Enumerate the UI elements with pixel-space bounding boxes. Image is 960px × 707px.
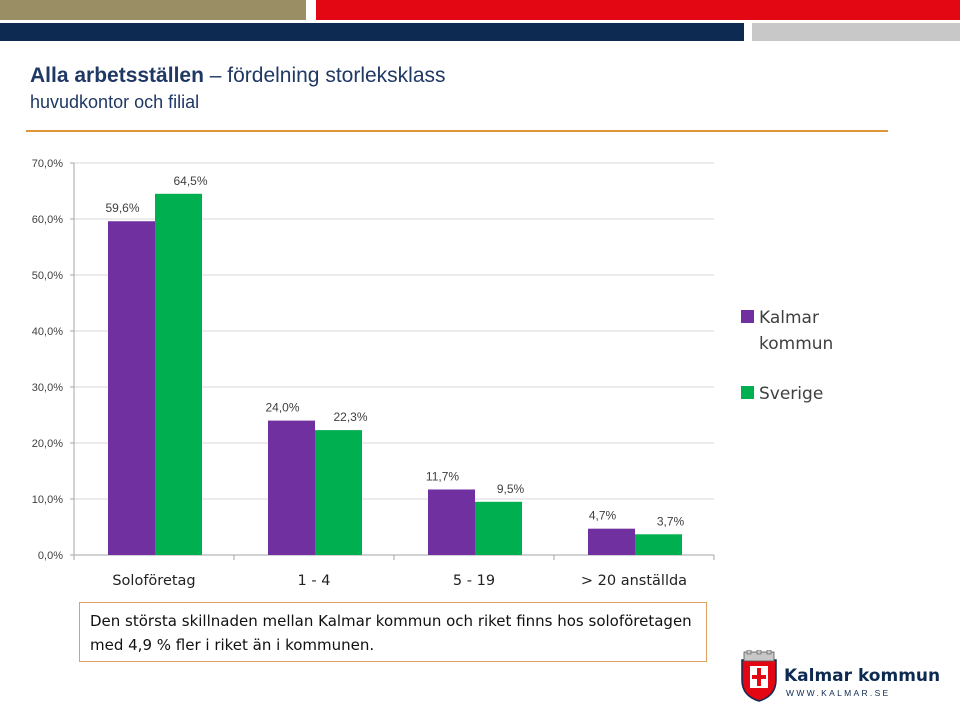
legend-swatch-kalmar — [741, 310, 754, 323]
y-tick-label: 20,0% — [32, 438, 63, 450]
data-label: 59,6% — [105, 201, 139, 215]
title-bold: Alla arbetsställen — [30, 64, 204, 87]
y-tick-label: 60,0% — [32, 214, 63, 226]
legend-label: Kalmar — [759, 308, 819, 328]
top-band-red — [316, 0, 960, 20]
y-tick-label: 0,0% — [38, 550, 63, 562]
category-label: > 20 anställda — [581, 573, 687, 589]
legend-label: kommun — [759, 334, 833, 354]
bar-sverige — [315, 430, 362, 555]
bar-chart: 0,0% 10,0% 20,0% 30,0% 40,0% 50,0% 60,0% 70,0% 5… — [32, 158, 834, 589]
y-tick-label: 50,0% — [32, 270, 63, 282]
category-label: Soloföretag — [112, 573, 195, 589]
legend-swatch-sverige — [741, 386, 754, 399]
top-band-olive — [0, 0, 306, 20]
title-rest: – fördelning storleksklass — [203, 64, 446, 87]
kalmar-logo: Kalmar kommun WWW.KALMAR.SE — [740, 648, 940, 704]
top-band-grey — [752, 23, 960, 41]
y-tick-label: 10,0% — [32, 494, 63, 506]
bar-kalmar — [428, 489, 475, 555]
title-divider — [26, 130, 888, 132]
legend-label: Sverige — [759, 384, 823, 404]
top-band-navy — [0, 23, 744, 41]
page-subtitle: huvudkontor och filial — [30, 92, 200, 112]
note-box: Den största skillnaden mellan Kalmar kom… — [79, 602, 707, 662]
y-tick-label: 40,0% — [32, 326, 63, 338]
data-label: 11,7% — [426, 469, 459, 483]
page-title: Alla arbetsställen – fördelning storleks… — [30, 64, 446, 88]
category-label: 1 - 4 — [298, 573, 331, 589]
data-label: 4,7% — [589, 509, 617, 523]
y-tick-label: 30,0% — [32, 382, 63, 394]
bar-sverige — [475, 501, 522, 555]
logo-name: Kalmar kommun — [784, 666, 941, 686]
data-label: 22,3% — [333, 410, 367, 424]
data-label: 3,7% — [657, 514, 685, 528]
bar-kalmar — [268, 420, 315, 555]
bar-kalmar — [108, 221, 155, 555]
bar-kalmar — [588, 528, 635, 555]
note-line-2: med 4,9 % fler i riket än i kommunen. — [90, 636, 375, 654]
data-label: 24,0% — [265, 401, 299, 415]
note-line-1: Den största skillnaden mellan Kalmar kom… — [90, 612, 692, 630]
bar-sverige — [155, 193, 202, 556]
kalmar-coat-of-arms-icon — [741, 650, 777, 702]
data-label: 9,5% — [497, 482, 525, 496]
y-tick-label: 70,0% — [32, 158, 63, 170]
logo-website: WWW.KALMAR.SE — [786, 688, 891, 698]
data-label: 64,5% — [173, 174, 207, 188]
category-label: 5 - 19 — [453, 573, 495, 589]
bar-sverige — [635, 534, 682, 555]
